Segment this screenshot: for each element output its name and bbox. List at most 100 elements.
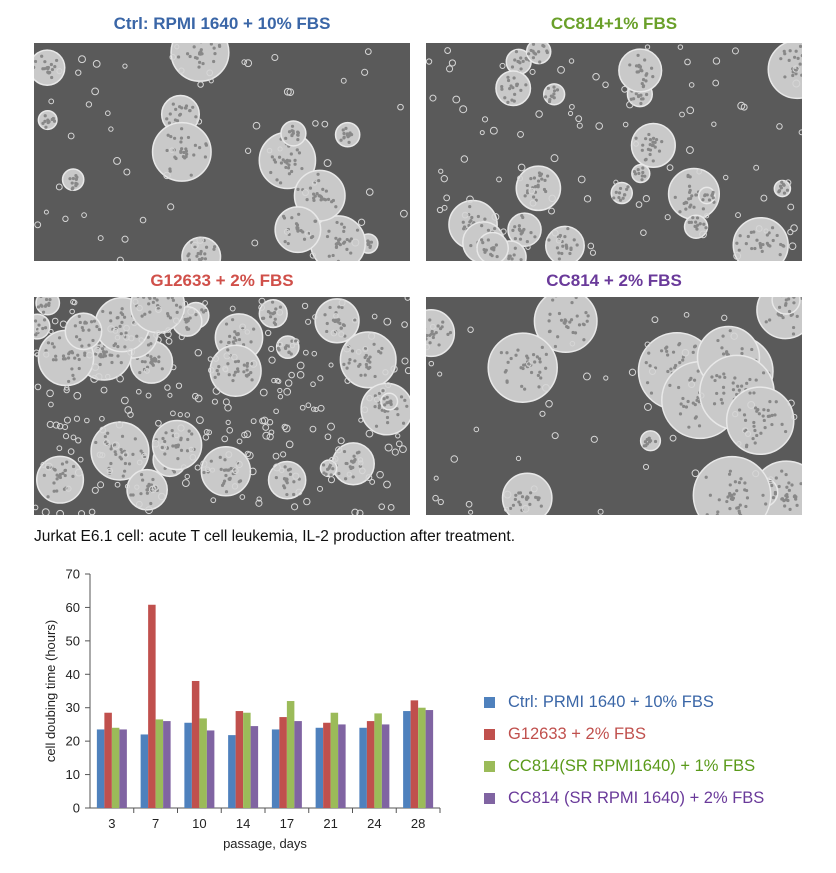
single-cell [677,44,684,50]
single-cell [189,454,197,461]
single-cell [730,332,738,340]
single-cell [376,470,384,479]
bar-3-series-4 [119,729,127,808]
single-cell [517,163,526,172]
single-cell [391,448,399,456]
bar-14-series-2 [235,711,244,808]
single-cell [255,499,263,507]
single-cell [56,509,65,515]
single-cell [222,365,229,372]
single-cell [688,380,696,389]
single-cell [441,204,448,211]
single-cell [74,468,83,477]
single-cell [224,404,232,412]
single-cell [231,467,239,474]
single-cell [359,467,366,475]
single-cell [84,417,90,424]
single-cell [517,130,524,138]
cell-cluster [331,442,375,486]
single-cell [437,498,444,506]
single-cell [170,364,177,371]
micrograph-cc814-1pct [426,43,802,261]
panel-title-cc814-2pct: CC814 + 2% FBS [546,271,682,290]
single-cell [223,352,231,360]
single-cell [155,329,161,336]
single-cell [75,69,82,76]
single-cell [373,396,380,403]
single-cell [358,417,364,423]
single-cell [243,430,252,438]
single-cell [577,175,586,184]
bar-24-series-4 [381,724,390,808]
bar-14-series-4 [250,726,259,808]
single-cell [165,337,173,345]
single-cell [40,461,47,468]
single-cell [181,464,187,470]
cell-cluster [209,344,262,397]
single-cell [644,44,651,50]
single-cell [503,506,510,513]
single-cell [576,122,583,129]
single-cell [364,48,372,55]
single-cell [206,429,213,436]
single-cell [699,230,707,239]
single-cell [271,377,277,384]
bar-28-series-3 [418,707,426,808]
single-cell [369,479,376,485]
legend-label: CC814(SR RPMI1640) + 1% FBS [508,756,756,775]
single-cell [305,230,312,237]
single-cell [91,363,100,371]
single-cell [264,329,272,337]
single-cell [170,410,176,417]
single-cell [105,373,111,380]
single-cell [225,419,231,425]
cell-cluster [64,312,103,351]
single-cell [122,451,129,458]
single-cell [70,434,77,441]
single-cell [212,386,221,395]
single-cell [172,317,180,325]
legend-swatch [484,696,495,708]
single-cell [70,298,77,305]
bar-14-series-1 [228,735,236,808]
single-cell [696,168,702,175]
cell-cluster [309,215,366,261]
single-cell [681,348,690,357]
cell-cluster [515,165,562,212]
y-tick-label: 40 [66,667,80,682]
single-cell [196,416,204,424]
cell-cluster [181,236,222,261]
single-cell [283,387,292,396]
single-cell [48,328,54,335]
cell-cluster [505,48,532,76]
single-cell [145,392,152,399]
cell-cluster [683,214,709,239]
single-cell [444,47,452,54]
single-cell [499,62,506,69]
single-cell [268,345,275,352]
single-cell [330,329,338,337]
legend-swatch [484,760,495,772]
single-cell [139,216,147,224]
cell-cluster [610,181,634,205]
cell-cluster [170,43,230,83]
single-cell [733,252,742,260]
single-cell [222,398,230,406]
single-cell [105,110,111,117]
single-cell [177,424,185,432]
single-cell [262,431,271,440]
single-cell [352,317,359,324]
cell-cluster [618,48,663,93]
bar-14-series-3 [243,712,251,808]
single-cell [229,305,236,312]
single-cell [71,299,78,306]
bar-17-series-1 [271,729,280,808]
cell-cluster [151,121,212,182]
single-cell [155,419,162,427]
single-cell [331,455,339,463]
bar-7-series-2 [148,604,156,808]
single-cell [468,509,474,515]
single-cell [691,469,700,478]
single-cell [767,476,774,483]
single-cell [448,59,456,67]
